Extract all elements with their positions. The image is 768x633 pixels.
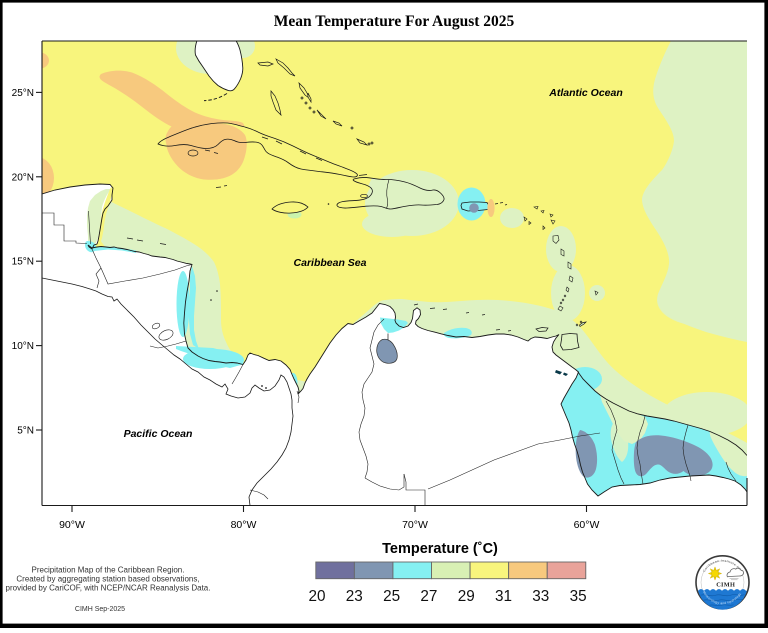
svg-text:80°W: 80°W <box>231 519 257 531</box>
svg-text:60°W: 60°W <box>574 519 600 531</box>
svg-text:5°N: 5°N <box>17 426 34 437</box>
svg-text:31: 31 <box>495 588 512 605</box>
svg-text:Pacific Ocean: Pacific Ocean <box>124 428 193 440</box>
svg-text:provided by CariCOF, with NCEP: provided by CariCOF, with NCEP/NCAR Rean… <box>6 584 211 593</box>
svg-text:90°W: 90°W <box>59 519 85 531</box>
svg-text:27: 27 <box>420 588 437 605</box>
svg-text:23: 23 <box>346 588 363 605</box>
svg-text:15°N: 15°N <box>12 257 34 268</box>
svg-text:CIMH Sep-2025: CIMH Sep-2025 <box>75 606 125 613</box>
svg-text:33: 33 <box>532 588 549 605</box>
svg-text:Mean Temperature For August 20: Mean Temperature For August 2025 <box>274 13 515 30</box>
svg-text:25: 25 <box>383 588 400 605</box>
svg-text:35: 35 <box>570 588 587 605</box>
svg-text:Temperature (˚C): Temperature (˚C) <box>382 541 498 557</box>
svg-text:20: 20 <box>308 588 325 605</box>
svg-text:20°N: 20°N <box>12 172 34 183</box>
svg-text:70°W: 70°W <box>402 519 428 531</box>
svg-text:Atlantic Ocean: Atlantic Ocean <box>548 87 623 99</box>
svg-text:Precipitation Map of the Carib: Precipitation Map of the Caribbean Regio… <box>32 566 185 575</box>
svg-text:Created by aggregating station: Created by aggregating station based obs… <box>16 575 199 584</box>
svg-text:10°N: 10°N <box>12 341 34 352</box>
svg-text:CIMH: CIMH <box>716 582 735 589</box>
svg-text:Caribbean Sea: Caribbean Sea <box>294 257 367 269</box>
svg-text:25°N: 25°N <box>12 88 34 99</box>
svg-text:29: 29 <box>458 588 475 605</box>
